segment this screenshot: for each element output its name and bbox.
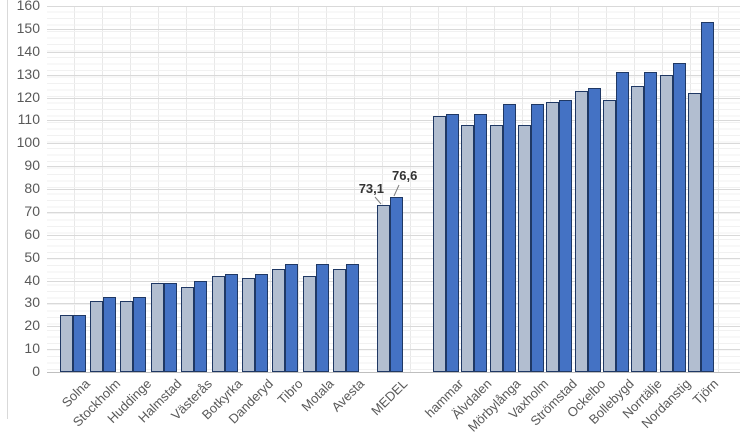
x-category-label-Tjörn: Tjörn (690, 376, 722, 408)
x-axis-line (47, 372, 740, 373)
bar-dark-Danderyd[interactable] (254, 273, 268, 372)
gridline-150 (47, 28, 740, 30)
y-tick-label-90: 90 (24, 157, 40, 174)
bar-light-Huddinge[interactable] (120, 301, 134, 372)
bar-light-hammar[interactable] (433, 115, 446, 372)
gridline-160 (47, 6, 740, 7)
bar-dark-MEDEL[interactable] (390, 196, 403, 372)
bar-dark-Nordanstig[interactable] (672, 63, 686, 372)
bar-light-Halmstad[interactable] (150, 282, 164, 372)
y-tick-label-80: 80 (24, 180, 40, 196)
bar-dark-Botkyrka[interactable] (224, 273, 238, 372)
bar-dark-Huddinge[interactable] (133, 296, 147, 372)
y-tick-label-140: 140 (16, 42, 40, 59)
bar-light-Avesta[interactable] (333, 269, 347, 372)
bar-dark-Bollebygd[interactable] (615, 72, 629, 372)
y-tick-label-10: 10 (24, 340, 40, 357)
x-category-label-Motala: Motala (298, 376, 337, 415)
gridline-110 (47, 120, 740, 122)
gridline-90 (47, 166, 740, 168)
y-tick-label-100: 100 (16, 134, 40, 151)
bar-dark-Västerås[interactable] (194, 280, 208, 372)
bar-dark-Avesta[interactable] (346, 264, 360, 372)
y-tick-label-150: 150 (16, 19, 40, 36)
bar-light-MEDEL[interactable] (377, 204, 390, 372)
x-category-label-Avesta: Avesta (328, 376, 367, 415)
data-label-MEDEL-series-dark: 76,6 (392, 168, 418, 183)
bar-light-Solna[interactable] (59, 314, 73, 372)
bar-dark-Älvdalen[interactable] (474, 113, 488, 372)
bar-light-Strömstad[interactable] (546, 102, 560, 372)
y-tick-label-160: 160 (16, 0, 40, 13)
gridline-130 (47, 74, 740, 76)
y-tick-label-130: 130 (16, 65, 40, 82)
bar-dark-Mörbylånga[interactable] (502, 104, 516, 372)
x-category-label-MEDEL: MEDEL (368, 376, 411, 419)
y-tick-label-0: 0 (32, 363, 40, 379)
bar-dark-hammar[interactable] (446, 113, 459, 372)
gridline-140 (47, 51, 740, 53)
bar-dark-Vaxholm[interactable] (530, 104, 544, 372)
bar-dark-Ockelbo[interactable] (587, 88, 601, 372)
bar-light-Älvdalen[interactable] (461, 124, 475, 372)
bar-light-Norrtälje[interactable] (631, 86, 645, 372)
y-tick-label-20: 20 (24, 317, 40, 334)
bar-dark-Strömstad[interactable] (559, 99, 573, 372)
y-tick-label-70: 70 (24, 202, 40, 219)
bar-light-Danderyd[interactable] (241, 278, 255, 372)
bar-dark-Stockholm[interactable] (102, 296, 116, 372)
y-tick-label-40: 40 (24, 271, 40, 288)
bar-light-Ockelbo[interactable] (574, 90, 588, 372)
data-label-MEDEL-series-light: 73,1 (358, 181, 384, 196)
bar-dark-Tibro[interactable] (285, 264, 299, 372)
bar-light-Tjörn[interactable] (687, 92, 701, 372)
gridline-120 (47, 97, 740, 99)
gridline-100 (47, 143, 740, 145)
bar-light-Västerås[interactable] (181, 287, 195, 372)
bar-chart: 0 10 20 30 40 50 60 70 80 90 100 110 120 130 140 150 160… (7, 0, 740, 435)
bar-light-Bollebygd[interactable] (602, 99, 616, 372)
bar-dark-Motala[interactable] (315, 264, 329, 372)
bar-light-Vaxholm[interactable] (517, 124, 531, 372)
bar-light-Mörbylånga[interactable] (489, 124, 503, 372)
bar-dark-Tjörn[interactable] (700, 22, 714, 372)
plot-area (47, 6, 740, 373)
bar-light-Tibro[interactable] (272, 269, 286, 372)
sheet-column-gridline (7, 0, 8, 419)
bar-light-Motala[interactable] (302, 275, 316, 372)
bar-light-Nordanstig[interactable] (659, 74, 673, 372)
gridline-80 (47, 189, 740, 190)
y-tick-label-60: 60 (24, 225, 40, 242)
y-tick-label-120: 120 (16, 88, 40, 105)
y-tick-label-110: 110 (17, 111, 40, 128)
bar-dark-Solna[interactable] (72, 314, 86, 372)
bar-dark-Norrtälje[interactable] (644, 72, 658, 372)
y-tick-label-30: 30 (24, 294, 40, 311)
y-tick-label-50: 50 (24, 248, 40, 265)
bar-dark-Halmstad[interactable] (163, 282, 177, 372)
bar-light-Stockholm[interactable] (89, 301, 103, 372)
bar-light-Botkyrka[interactable] (211, 275, 225, 372)
